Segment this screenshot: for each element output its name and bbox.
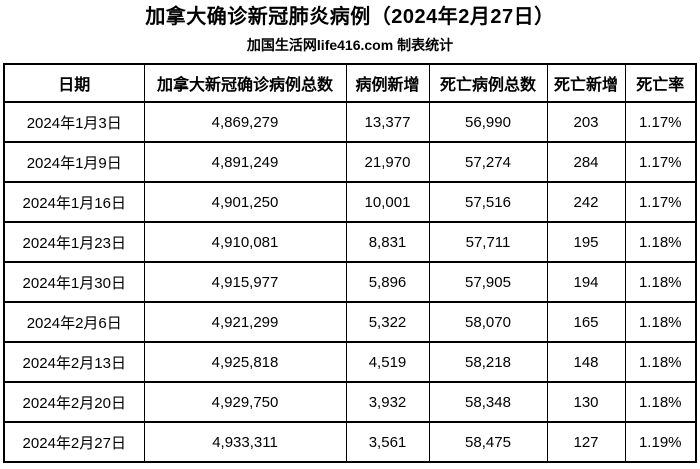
column-header-new-deaths: 死亡新增 [546,63,626,103]
cell-date: 2024年1月9日 [3,141,145,183]
cell-death-rate: 1.17% [624,101,697,143]
cell-total-cases: 4,910,081 [143,221,347,263]
cell-new-deaths: 194 [546,261,626,303]
column-header-date: 日期 [3,63,145,103]
cell-new-cases: 5,896 [345,261,430,303]
cell-date: 2024年2月6日 [3,301,145,343]
table-row: 2024年2月27日 4,933,311 3,561 58,475 127 1.19% [3,421,697,463]
column-header-total-deaths: 死亡病例总数 [428,63,548,103]
cell-new-deaths: 284 [546,141,626,183]
cell-death-rate: 1.18% [624,381,697,423]
cell-new-deaths: 148 [546,341,626,383]
column-header-death-rate: 死亡率 [624,63,697,103]
cell-date: 2024年1月23日 [3,221,145,263]
cell-total-cases: 4,921,299 [143,301,347,343]
cell-total-deaths: 57,905 [428,261,548,303]
table-body: 2024年1月3日 4,869,279 13,377 56,990 203 1.17% 20… [3,101,697,463]
table-row: 2024年2月6日 4,921,299 5,322 58,070 165 1.18% [3,301,697,343]
cell-new-deaths: 242 [546,181,626,223]
cell-new-deaths: 195 [546,221,626,263]
cell-date: 2024年1月3日 [3,101,145,143]
cell-total-cases: 4,925,818 [143,341,347,383]
cell-new-deaths: 165 [546,301,626,343]
cell-death-rate: 1.18% [624,261,697,303]
table-row: 2024年2月13日 4,925,818 4,519 58,218 148 1.18% [3,341,697,383]
cell-total-cases: 4,929,750 [143,381,347,423]
table-header-row: 日期 加拿大新冠确诊病例总数 病例新增 死亡病例总数 死亡新增 死亡率 [3,63,697,103]
cell-total-cases: 4,901,250 [143,181,347,223]
cell-total-deaths: 58,475 [428,421,548,463]
cell-total-deaths: 58,218 [428,341,548,383]
cell-total-cases: 4,933,311 [143,421,347,463]
cell-total-deaths: 57,274 [428,141,548,183]
cell-total-deaths: 57,516 [428,181,548,223]
cell-total-deaths: 58,348 [428,381,548,423]
cell-new-cases: 8,831 [345,221,430,263]
cell-new-cases: 5,322 [345,301,430,343]
cell-new-cases: 4,519 [345,341,430,383]
table-row: 2024年1月23日 4,910,081 8,831 57,711 195 1.18% [3,221,697,263]
cell-total-cases: 4,915,977 [143,261,347,303]
cell-death-rate: 1.17% [624,181,697,223]
cell-total-deaths: 58,070 [428,301,548,343]
cell-date: 2024年1月30日 [3,261,145,303]
cell-total-cases: 4,869,279 [143,101,347,143]
cell-total-deaths: 56,990 [428,101,548,143]
cell-total-cases: 4,891,249 [143,141,347,183]
cell-date: 2024年2月27日 [3,421,145,463]
cell-death-rate: 1.17% [624,141,697,183]
cell-new-cases: 21,970 [345,141,430,183]
cell-death-rate: 1.18% [624,341,697,383]
table-row: 2024年1月9日 4,891,249 21,970 57,274 284 1.17% [3,141,697,183]
page-title: 加拿大确诊新冠肺炎病例（2024年2月27日） [145,6,555,28]
cell-new-cases: 3,932 [345,381,430,423]
cell-total-deaths: 57,711 [428,221,548,263]
cell-new-deaths: 130 [546,381,626,423]
cell-death-rate: 1.19% [624,421,697,463]
cell-new-deaths: 203 [546,101,626,143]
cell-date: 2024年2月13日 [3,341,145,383]
cell-new-cases: 13,377 [345,101,430,143]
column-header-total-cases: 加拿大新冠确诊病例总数 [143,63,347,103]
table-row: 2024年1月30日 4,915,977 5,896 57,905 194 1.18% [3,261,697,303]
cell-new-cases: 10,001 [345,181,430,223]
table-row: 2024年2月20日 4,929,750 3,932 58,348 130 1.18% [3,381,697,423]
covid-stats-table: 日期 加拿大新冠确诊病例总数 病例新增 死亡病例总数 死亡新增 死亡率 2024… [3,63,697,463]
column-header-new-cases: 病例新增 [345,63,430,103]
cell-date: 2024年2月20日 [3,381,145,423]
table-row: 2024年1月3日 4,869,279 13,377 56,990 203 1.17% [3,101,697,143]
page-subtitle: 加国生活网life416.com 制表统计 [246,37,454,53]
cell-new-cases: 3,561 [345,421,430,463]
cell-death-rate: 1.18% [624,221,697,263]
table-row: 2024年1月16日 4,901,250 10,001 57,516 242 1.17% [3,181,697,223]
cell-death-rate: 1.18% [624,301,697,343]
cell-date: 2024年1月16日 [3,181,145,223]
cell-new-deaths: 127 [546,421,626,463]
